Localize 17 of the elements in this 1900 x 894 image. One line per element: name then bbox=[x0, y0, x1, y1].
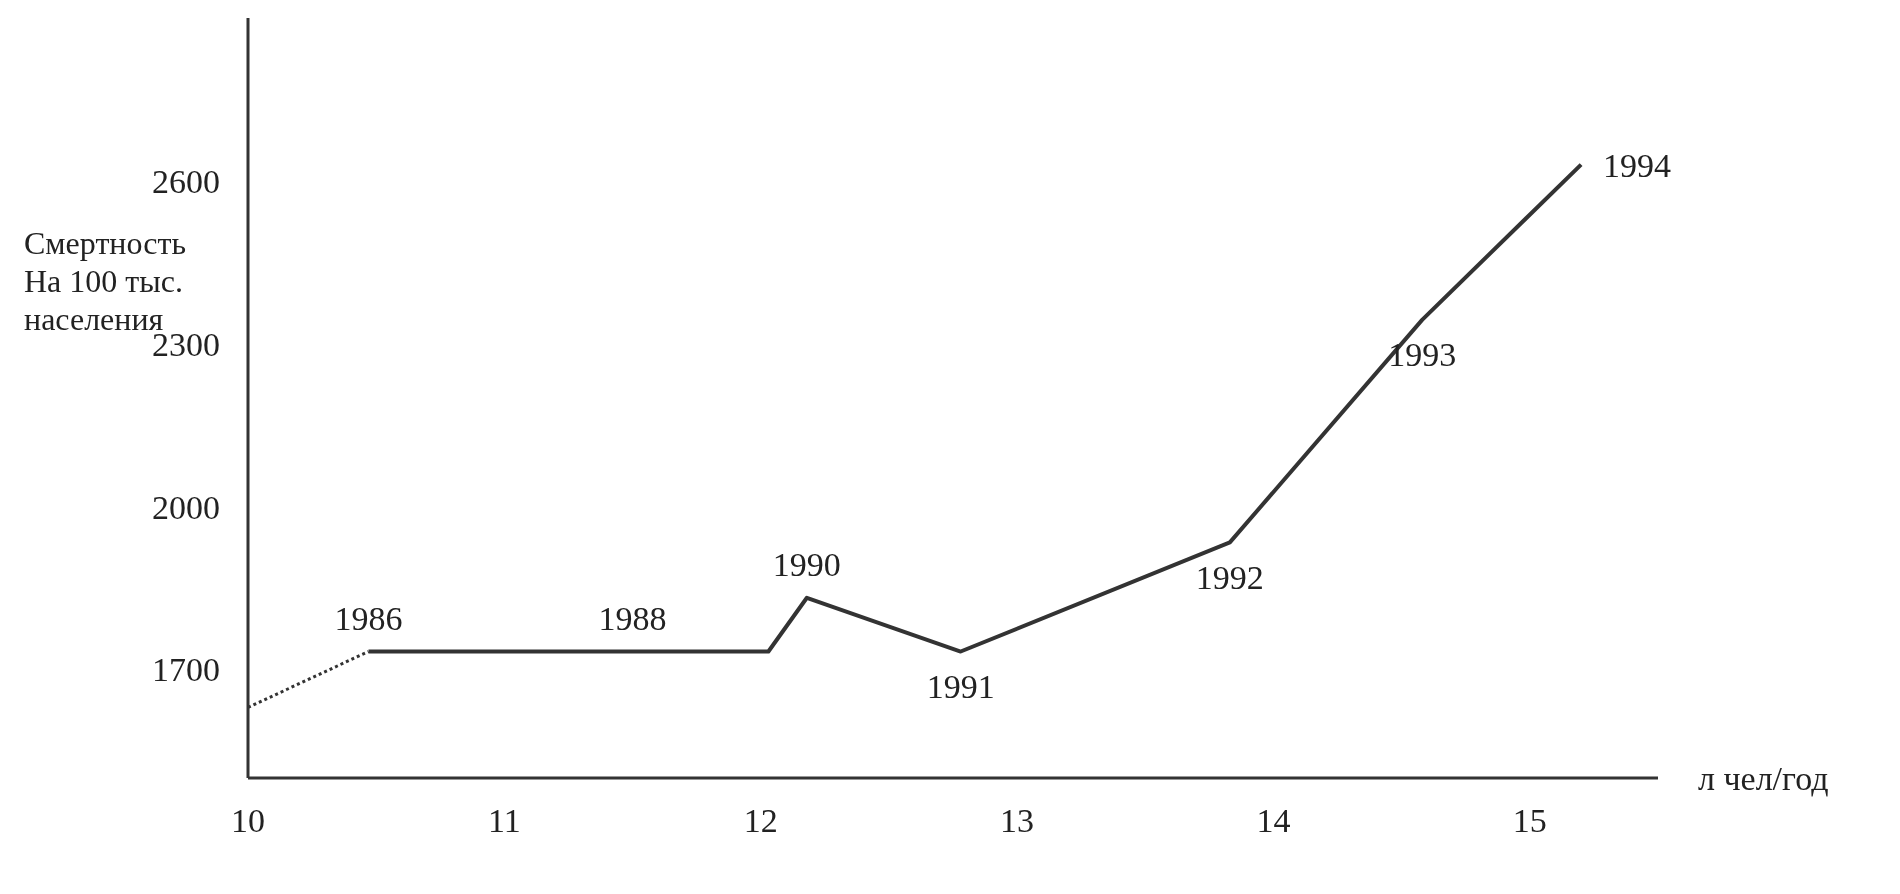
annotation: 1988 bbox=[598, 599, 667, 637]
annotation: 1992 bbox=[1195, 558, 1264, 596]
x-tick-label: 11 bbox=[487, 802, 521, 840]
y-tick-label: 2000 bbox=[152, 488, 220, 526]
y-tick-label: 1700 bbox=[152, 651, 220, 689]
annotation: 1991 bbox=[926, 667, 995, 705]
x-tick-label: 15 bbox=[1512, 802, 1547, 840]
annotation: 1994 bbox=[1603, 146, 1672, 184]
annotation: 1993 bbox=[1388, 335, 1457, 373]
x-tick-label: 13 bbox=[1000, 802, 1035, 840]
y-tick-label: 2600 bbox=[152, 162, 220, 200]
x-tick-label: 14 bbox=[1256, 802, 1291, 840]
annotation: 1986 bbox=[334, 599, 403, 637]
x-tick-label: 10 bbox=[231, 802, 265, 840]
x-tick-label: 12 bbox=[743, 802, 778, 840]
x-axis-title: л чел/год bbox=[1698, 760, 1829, 797]
annotation: 1990 bbox=[772, 545, 841, 583]
